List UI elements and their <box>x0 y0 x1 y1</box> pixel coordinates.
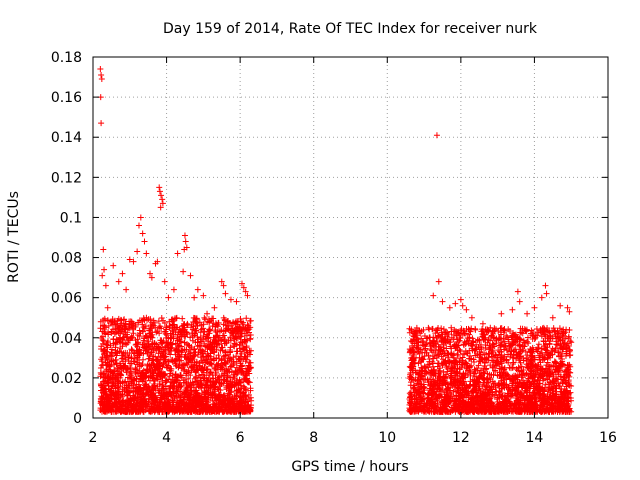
cluster-point <box>215 352 222 359</box>
cluster-point <box>247 385 254 392</box>
cluster-point <box>199 349 206 356</box>
cluster-point <box>229 362 236 369</box>
cluster-point <box>126 318 133 325</box>
cluster-point <box>222 322 229 329</box>
cluster-point <box>98 343 105 350</box>
cluster-point <box>241 330 248 337</box>
cluster-point <box>151 377 158 384</box>
cluster-point <box>221 355 228 362</box>
cluster-point <box>102 408 109 415</box>
cluster-point <box>128 354 135 361</box>
cluster-point <box>100 338 107 345</box>
cluster-point <box>233 377 240 384</box>
cluster-point <box>243 315 250 322</box>
cluster-point <box>190 364 197 371</box>
cluster-point <box>227 337 234 344</box>
cluster-point <box>200 325 207 332</box>
cluster-point <box>146 330 153 337</box>
cluster-point <box>198 326 205 333</box>
cluster-point <box>192 349 199 356</box>
cluster-point <box>159 377 166 384</box>
cluster-point <box>239 346 246 353</box>
cluster-point <box>192 322 199 329</box>
cluster-point <box>173 315 180 322</box>
cluster-point <box>185 342 192 349</box>
cluster-point <box>160 338 167 345</box>
cluster-point <box>221 336 228 343</box>
cluster-point <box>195 372 202 379</box>
data-points <box>97 66 575 415</box>
cluster-point <box>175 343 182 350</box>
cluster-point <box>101 351 108 358</box>
cluster-point <box>216 355 223 362</box>
cluster-point <box>189 379 196 386</box>
cluster-point <box>207 326 214 333</box>
cluster-point <box>127 360 134 367</box>
cluster-point <box>219 332 226 339</box>
cluster-point <box>169 356 176 363</box>
cluster-point <box>211 383 218 390</box>
cluster-point <box>246 359 253 366</box>
cluster-point <box>214 328 221 335</box>
cluster-point <box>181 366 188 373</box>
cluster-point <box>227 334 234 341</box>
cluster-point <box>141 325 148 332</box>
cluster-point <box>204 319 211 326</box>
cluster-point <box>111 330 118 337</box>
cluster-point <box>247 336 254 343</box>
cluster-point <box>105 331 112 338</box>
cluster-point <box>236 345 243 352</box>
cluster-point <box>137 330 144 337</box>
cluster-point <box>225 400 232 407</box>
cluster-point <box>99 358 106 365</box>
cluster-point <box>215 374 222 381</box>
cluster-point <box>218 344 225 351</box>
cluster-point <box>166 391 173 398</box>
cluster-point <box>150 346 157 353</box>
cluster-point <box>206 326 213 333</box>
cluster-point <box>189 356 196 363</box>
cluster-point <box>181 328 188 335</box>
cluster-point <box>223 386 230 393</box>
cluster-point <box>118 355 125 362</box>
cluster-point <box>122 340 129 347</box>
cluster-point <box>201 314 208 321</box>
cluster-point <box>157 323 164 330</box>
cluster-point <box>121 379 128 386</box>
cluster-point <box>179 315 186 322</box>
cluster-point <box>108 329 115 336</box>
cluster-point <box>224 351 231 358</box>
cluster-point <box>123 341 130 348</box>
cluster-point <box>219 347 226 354</box>
cluster-point <box>172 371 179 378</box>
cluster-point <box>212 366 219 373</box>
cluster-point <box>143 389 150 396</box>
cluster-point <box>213 333 220 340</box>
cluster-point <box>185 375 192 382</box>
cluster-point <box>198 346 205 353</box>
cluster-point <box>129 347 136 354</box>
cluster-point <box>157 337 164 344</box>
cluster-point <box>194 366 201 373</box>
cluster-point <box>228 356 235 363</box>
cluster-point <box>244 321 251 328</box>
cluster-point <box>144 361 151 368</box>
cluster-point <box>119 343 126 350</box>
cluster-point <box>100 402 107 409</box>
cluster-point <box>223 325 230 332</box>
cluster-point <box>218 356 225 363</box>
cluster-point <box>191 353 198 360</box>
cluster-point <box>224 326 231 333</box>
cluster-point <box>161 371 168 378</box>
cluster-point <box>104 318 111 325</box>
cluster-point <box>164 340 171 347</box>
